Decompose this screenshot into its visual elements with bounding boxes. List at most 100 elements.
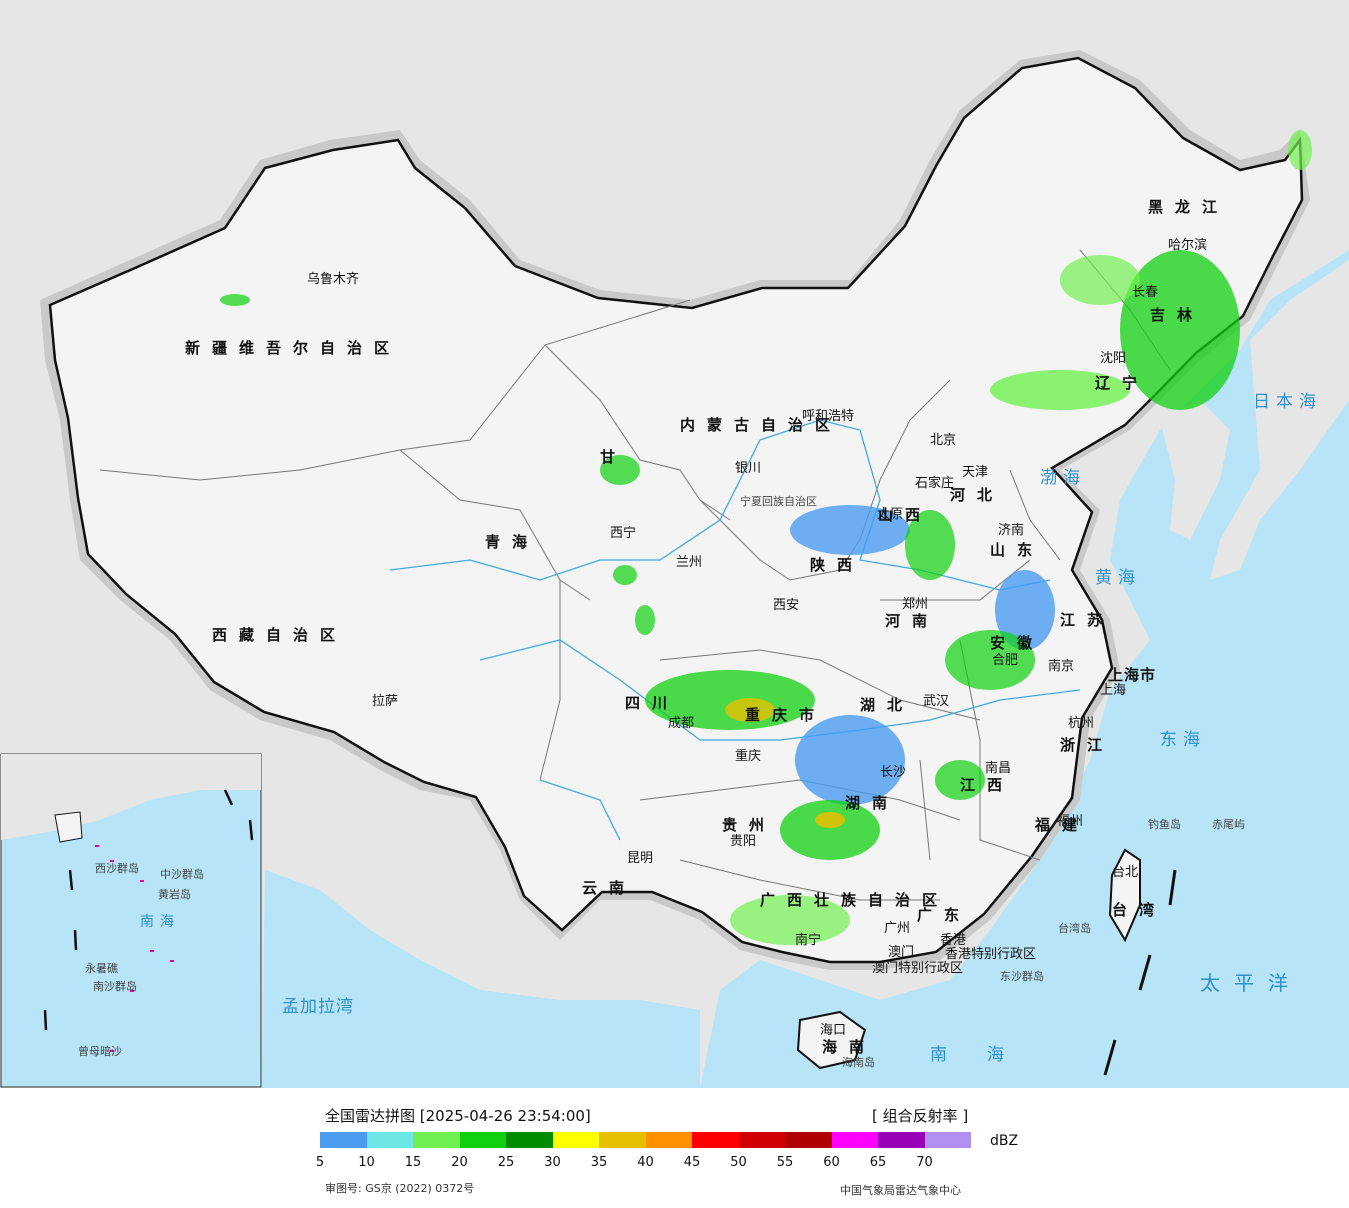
inset-yongshu: 永暑礁 [85,961,118,975]
label-shanxi: 山西 [878,506,932,524]
city-urumqi: 乌鲁木齐 [307,271,359,287]
legend-tick: 15 [404,1155,422,1170]
hainan-island [796,1010,867,1070]
label-neimenggu: 内蒙古自治区 [680,416,842,434]
label-hunan: 湖南 [845,794,899,812]
color-legend [320,1132,971,1148]
legend-tick: 70 [916,1155,933,1170]
label-xinjiang: 新疆维吾尔自治区 [185,339,401,357]
label-shanghai: 上海市 [1108,666,1156,684]
sea-japan: 日本海 [1253,392,1322,412]
inset-nansha: 南沙群岛 [93,979,137,993]
label-zhejiang: 浙江 [1060,736,1114,754]
island-hainan: 海南岛 [842,1055,875,1069]
label-jiangsu: 江苏 [1060,611,1114,629]
city-haikou: 海口 [820,1023,846,1038]
legend-swatch [552,1132,599,1148]
legend-tick: 45 [683,1155,701,1170]
legend-swatch [599,1132,646,1148]
label-guizhou: 贵州 [722,816,776,834]
city-tianjin: 天津 [962,465,988,480]
boundary-dashes [1103,869,1177,1076]
label-hainan: 海南 [822,1038,876,1056]
city-nanjing: 南京 [1048,658,1074,674]
city-guiyang: 贵阳 [730,834,756,849]
city-chongqing: 重庆 [735,748,761,764]
sea-bohai: 渤海 [1040,468,1086,488]
island-taiwan: 台湾岛 [1058,921,1091,935]
island-chiwei: 赤尾屿 [1212,818,1245,831]
city-kunming: 昆明 [627,851,653,866]
legend-swatch [692,1132,739,1148]
south-china-sea-inset: 西沙群岛 中沙群岛 南沙群岛 黄岩岛 永暑礁 曾母暗沙 南海 [0,753,262,1088]
city-changsha: 长沙 [880,765,906,780]
label-fujian: 福建 [1034,816,1089,834]
city-lanzhou: 兰州 [676,555,702,570]
legend-swatch [645,1132,692,1148]
city-nanchang: 南昌 [985,760,1011,776]
label-guangxi: 广西壮族自治区 [760,891,949,909]
label-jilin: 吉林 [1150,306,1204,324]
city-jinan: 济南 [998,522,1024,538]
product-name: [ 组合反射率 ] [872,1107,969,1125]
footer [0,1088,1349,1208]
legend-unit: dBZ [990,1133,1019,1149]
inset-huangyan: 黄岩岛 [158,887,191,901]
label-ningxia: 宁夏回族自治区 [740,494,817,508]
inset-xisha: 西沙群岛 [95,861,139,875]
city-hangzhou: 杭州 [1068,716,1094,731]
legend-tick: 50 [730,1155,747,1170]
city-hohhot: 呼和浩特 [802,409,854,424]
sea-east: 东海 [1160,730,1206,750]
city-zhengzhou: 郑州 [902,597,928,612]
city-shijiazhuang: 石家庄 [915,475,954,491]
legend-tick: 30 [544,1155,561,1170]
inset-zengmu: 曾母暗沙 [78,1044,122,1058]
label-shaanxi: 陕西 [810,556,864,574]
label-hebei: 河北 [950,486,1004,504]
legend-tick: 5 [315,1155,325,1170]
city-harbin: 哈尔滨 [1168,237,1207,253]
city-hongkong: 香港 [940,933,966,948]
legend-tick: 20 [451,1155,468,1170]
china-land [48,56,1304,964]
sea-south: 南海 [930,1045,1044,1065]
legend-swatch [878,1132,925,1148]
sea-pacific: 太平洋 [1200,971,1302,995]
inset-zhongsha: 中沙群岛 [160,867,204,881]
legend-tick: 40 [637,1155,654,1170]
radar-echoes [220,130,1312,945]
label-hongkong-sar: 香港特别行政区 [945,947,1036,962]
agency-name: 中国气象局雷达气象中心 [840,1184,961,1197]
city-yinchuan: 银川 [735,461,761,476]
city-shanghai: 上海 [1100,683,1126,698]
legend-swatch [320,1132,367,1148]
city-nanning: 南宁 [795,932,821,948]
label-liaoning: 辽宁 [1095,374,1149,392]
city-wuhan: 武汉 [923,694,949,709]
label-yunnan: 云南 [582,879,636,897]
label-guangdong: 广东 [917,906,971,924]
label-hubei: 湖北 [860,696,914,714]
label-shandong: 山东 [990,541,1044,559]
city-hefei: 合肥 [992,653,1018,668]
city-taipei: 台北 [1112,865,1138,880]
label-macao-sar: 澳门特别行政区 [872,960,963,976]
label-sichuan: 四川 [625,694,679,712]
legend-tick: 10 [358,1155,375,1170]
legend-tick: 35 [590,1155,608,1170]
city-macao: 澳门 [888,944,914,960]
sea-yellow: 黄海 [1095,568,1141,588]
legend-ticks: 5 10 15 20 25 30 35 40 45 50 55 60 65 70 [316,1155,940,1175]
inset-south-sea: 南海 [140,914,180,930]
island-diaoyu: 钓鱼岛 [1148,817,1181,831]
label-chongqing: 重庆市 [745,706,826,724]
label-xizang: 西藏自治区 [212,626,347,644]
legend-swatch [413,1132,460,1148]
legend-tick: 55 [776,1155,794,1170]
city-changchun: 长春 [1132,285,1158,300]
legend-swatch [738,1132,785,1148]
city-xining: 西宁 [610,525,636,541]
legend-swatch [924,1132,971,1148]
legend-swatch [506,1132,553,1148]
